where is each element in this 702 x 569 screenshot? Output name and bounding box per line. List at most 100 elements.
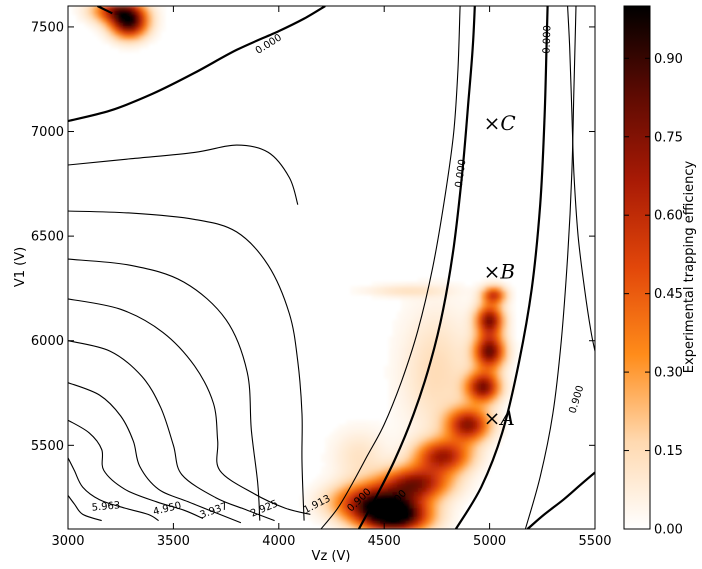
contour-label: 0.900 — [568, 384, 587, 415]
heatmap-cell — [308, 482, 313, 488]
heatmap-cell — [89, 10, 94, 15]
heatmap-cell — [451, 365, 457, 371]
heatmap-cell — [375, 457, 381, 463]
heatmap-cell — [434, 470, 440, 475]
heatmap-cell — [101, 35, 107, 40]
heatmap-cell — [388, 449, 394, 455]
heatmap-cell — [396, 457, 402, 463]
heatmap-cell — [371, 503, 377, 509]
heatmap-cell — [481, 449, 486, 455]
heatmap-cell — [396, 365, 402, 371]
heatmap-cell — [405, 307, 410, 312]
heatmap-cell — [422, 294, 427, 300]
heatmap-cell — [468, 436, 474, 442]
heatmap-cell — [447, 353, 453, 358]
heatmap-cell — [392, 403, 398, 409]
heatmap-cell — [510, 378, 516, 383]
heatmap-cell — [422, 361, 427, 367]
heatmap-cell — [430, 478, 436, 484]
heatmap-cell — [460, 462, 465, 467]
heatmap-cell — [122, 6, 128, 11]
heatmap-cell — [384, 470, 389, 475]
heatmap-cell — [472, 424, 478, 429]
heatmap-cell — [498, 344, 503, 350]
heatmap-cell — [388, 487, 394, 492]
heatmap-cell — [451, 290, 457, 296]
heatmap-cell — [417, 332, 423, 337]
heatmap-cell — [472, 340, 478, 346]
heatmap-cell — [502, 298, 507, 304]
heatmap-cell — [460, 374, 465, 379]
heatmap-cell — [468, 361, 474, 367]
heatmap-cell — [451, 403, 457, 409]
heatmap-cell — [97, 14, 103, 19]
heatmap-cell — [443, 353, 448, 358]
heatmap-cell — [485, 357, 490, 363]
heatmap-cell — [451, 474, 457, 480]
heatmap-cell — [430, 365, 436, 371]
heatmap-cell — [422, 482, 427, 488]
heatmap-cell — [156, 18, 162, 24]
contour-layer — [68, 6, 595, 529]
heatmap-cell — [320, 470, 326, 475]
heatmap-cell — [148, 39, 153, 45]
heatmap-cell — [434, 365, 440, 371]
heatmap-cell — [460, 420, 465, 425]
heatmap-cell — [460, 298, 465, 304]
heatmap-cell — [476, 457, 482, 463]
heatmap-cell — [430, 307, 436, 312]
heatmap-cell — [160, 22, 166, 28]
heatmap-cell — [384, 487, 389, 492]
heatmap-cell — [396, 524, 402, 529]
heatmap-cell — [409, 445, 415, 450]
heatmap-cell — [304, 503, 309, 509]
heatmap-cell — [333, 503, 339, 509]
heatmap-cell — [430, 382, 436, 388]
heatmap-cell — [148, 26, 153, 32]
heatmap-cell — [325, 436, 330, 442]
heatmap-cell — [105, 22, 111, 28]
heatmap-cell — [443, 416, 448, 421]
heatmap-cell — [396, 382, 402, 388]
heatmap-cell — [337, 445, 343, 450]
heatmap-cell — [409, 436, 415, 442]
heatmap-cell — [510, 353, 516, 358]
heatmap-cell — [417, 353, 423, 358]
heatmap-cell — [417, 298, 423, 304]
heatmap-cell — [110, 43, 115, 49]
heatmap-cell — [325, 512, 330, 517]
contour-line — [68, 382, 242, 524]
heatmap-cell — [472, 361, 478, 367]
heatmap-cell — [489, 449, 495, 455]
heatmap-cell — [101, 39, 107, 45]
heatmap-cell — [460, 482, 465, 488]
heatmap-cell — [443, 491, 448, 496]
heatmap-cell — [417, 453, 423, 459]
heatmap-cell — [316, 478, 322, 484]
heatmap-cell — [498, 315, 503, 321]
heatmap-cell — [396, 411, 402, 417]
heatmap-cell — [434, 378, 440, 383]
heatmap-cell — [413, 520, 419, 526]
heatmap-cell — [388, 428, 394, 434]
heatmap-cell — [472, 399, 478, 404]
heatmap-cell — [447, 395, 453, 400]
heatmap-cell — [447, 428, 453, 434]
heatmap-cell — [510, 303, 516, 308]
heatmap-cell — [443, 340, 448, 346]
heatmap-cell — [342, 445, 347, 450]
heatmap-cell — [493, 420, 499, 425]
heatmap-cell — [375, 449, 381, 455]
heatmap-cell — [481, 411, 486, 417]
heatmap-cell — [392, 361, 398, 367]
heatmap-cell — [481, 353, 486, 358]
heatmap-cell — [93, 31, 98, 36]
heatmap-cell — [498, 349, 503, 354]
heatmap-cell — [354, 432, 360, 438]
heatmap-cell — [320, 474, 326, 480]
heatmap-cell — [413, 395, 419, 400]
heatmap-cell — [127, 35, 132, 40]
heatmap-cell — [118, 18, 124, 24]
heatmap-cell — [392, 290, 398, 296]
heatmap-cell — [447, 344, 453, 350]
